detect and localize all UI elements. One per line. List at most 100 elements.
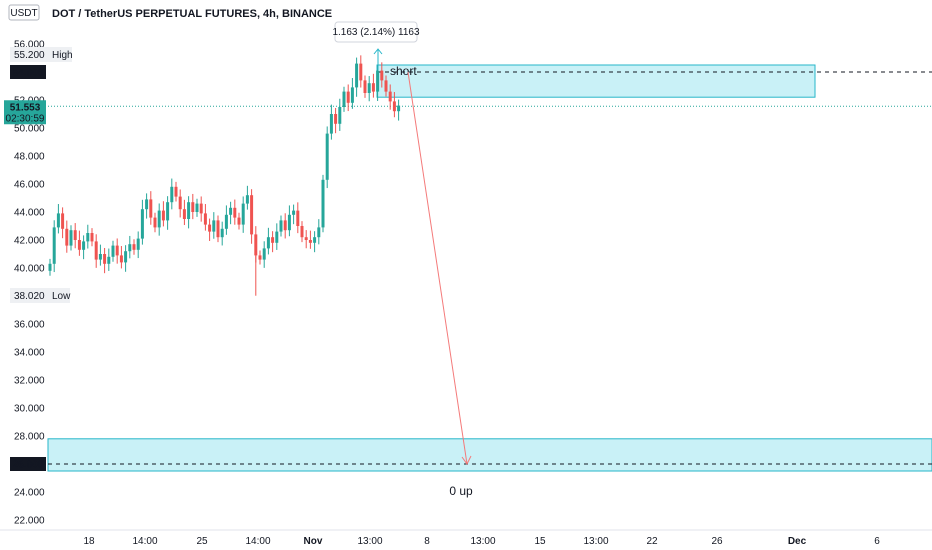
candle-body[interactable] [329, 114, 333, 134]
candle-body[interactable] [157, 210, 161, 228]
candle-body[interactable] [166, 202, 170, 221]
candle-body[interactable] [376, 70, 380, 92]
candle-body[interactable] [334, 114, 338, 124]
candle-body[interactable] [161, 210, 165, 221]
candle-body[interactable] [48, 263, 52, 271]
candle-body[interactable] [275, 231, 279, 243]
candle-body[interactable] [52, 227, 56, 264]
candle-body[interactable] [191, 202, 195, 212]
candle-body[interactable] [287, 214, 291, 231]
candle-body[interactable] [224, 214, 228, 229]
candle-body[interactable] [65, 228, 69, 246]
candle-body[interactable] [178, 196, 182, 210]
candle-body[interactable] [363, 80, 367, 93]
candle-body[interactable] [254, 234, 258, 256]
candle-body[interactable] [355, 63, 359, 88]
candle-body[interactable] [237, 217, 241, 225]
candle-body[interactable] [136, 238, 140, 250]
candle-body[interactable] [262, 248, 266, 260]
low-badge [10, 288, 70, 303]
candle-body[interactable] [283, 220, 287, 231]
candle-body[interactable] [350, 87, 354, 103]
candle-body[interactable] [279, 220, 283, 232]
candle-body[interactable] [140, 209, 144, 239]
candle-body[interactable] [132, 244, 136, 250]
candle-body[interactable] [317, 227, 321, 238]
projection-arrow[interactable] [407, 71, 468, 465]
candle-body[interactable] [56, 213, 60, 228]
candle-body[interactable] [229, 207, 233, 215]
target-zone-rectangle[interactable] [47, 438, 932, 472]
candle-body[interactable] [170, 186, 174, 203]
candle-body[interactable] [61, 213, 65, 229]
candle-body[interactable] [321, 179, 325, 228]
candle-body[interactable] [258, 255, 262, 260]
time-tick-label: 13:00 [357, 536, 382, 547]
candle-body[interactable] [203, 213, 207, 225]
candle-body[interactable] [153, 217, 157, 228]
candle-body[interactable] [271, 237, 275, 243]
candle-body[interactable] [119, 255, 123, 263]
candle-body[interactable] [103, 254, 107, 264]
candle-body[interactable] [304, 237, 308, 240]
candle-body[interactable] [384, 80, 388, 92]
candle-body[interactable] [233, 207, 237, 218]
candle-body[interactable] [98, 254, 102, 260]
candle-body[interactable] [86, 233, 90, 242]
time-tick-label: 13:00 [470, 536, 495, 547]
candle-body[interactable] [149, 199, 153, 218]
candle-body[interactable] [199, 203, 203, 214]
candle-body[interactable] [300, 226, 304, 238]
target-annotation[interactable]: 0 up [449, 484, 473, 498]
candle-body[interactable] [174, 186, 178, 197]
candle-body[interactable] [296, 210, 300, 226]
time-tick-label: 14:00 [245, 536, 270, 547]
candle-body[interactable] [187, 202, 191, 219]
candle-body[interactable] [220, 228, 224, 238]
candle-body[interactable] [359, 63, 363, 81]
short-zone-rectangle[interactable] [376, 64, 816, 98]
candle-body[interactable] [94, 241, 98, 260]
candle-body[interactable] [313, 237, 317, 243]
candle-body[interactable] [182, 209, 186, 219]
candle-body[interactable] [82, 241, 86, 250]
candle-body[interactable] [308, 240, 312, 243]
candle-body[interactable] [380, 70, 384, 81]
candle-body[interactable] [388, 91, 392, 102]
candle-body[interactable] [208, 224, 212, 232]
candle-body[interactable] [145, 199, 149, 210]
candle-body[interactable] [397, 105, 401, 112]
candle-body[interactable] [216, 220, 220, 238]
measure-arrow[interactable] [373, 48, 383, 70]
candle-body[interactable] [111, 245, 115, 257]
candle-body[interactable] [115, 245, 119, 256]
candle-body[interactable] [195, 203, 199, 212]
candle-body[interactable] [77, 240, 81, 250]
candle-body[interactable] [212, 220, 216, 232]
candle-body[interactable] [124, 251, 128, 263]
short-annotation[interactable]: short [390, 64, 417, 78]
candle-body[interactable] [90, 233, 94, 242]
candlestick-series[interactable] [48, 55, 401, 296]
candle-body[interactable] [342, 91, 346, 107]
currency-badge[interactable] [8, 4, 40, 21]
price-tick-label: 24.000 [14, 488, 45, 499]
candle-body[interactable] [73, 230, 77, 240]
candle-body[interactable] [245, 195, 249, 204]
candle-body[interactable] [107, 256, 111, 264]
candle-body[interactable] [241, 203, 245, 225]
candle-body[interactable] [250, 195, 254, 235]
candle-body[interactable] [392, 101, 396, 112]
time-axis[interactable]: 18 14:00 25 14:00 Nov 13:00 8 13:00 15 13:00 22 26 D… [83, 536, 880, 547]
candle-body[interactable] [325, 133, 329, 180]
candle-body[interactable] [338, 107, 342, 124]
candle-body[interactable] [128, 244, 132, 252]
candle-body[interactable] [266, 237, 270, 249]
candle-body[interactable] [346, 91, 350, 103]
candle-body[interactable] [371, 83, 375, 92]
price-tick-label: 56.000 [14, 40, 45, 51]
candle-body[interactable] [69, 230, 73, 246]
candle-body[interactable] [367, 83, 371, 93]
candle-body[interactable] [292, 210, 296, 215]
